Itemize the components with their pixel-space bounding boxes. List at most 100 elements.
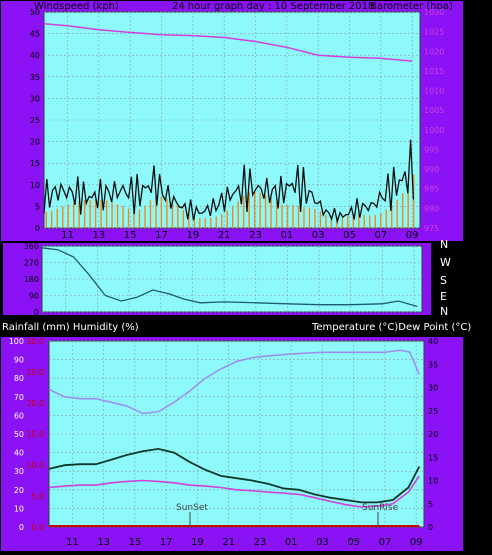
temperature-line bbox=[48, 447, 421, 504]
temp-x-tick-label: 09 bbox=[410, 537, 423, 548]
wind-gust-bar bbox=[62, 206, 64, 228]
wind-gust-bar bbox=[303, 207, 305, 228]
dew-point-line bbox=[48, 475, 420, 508]
temp-tick-label: 35 bbox=[428, 360, 438, 369]
wind-gust-bar bbox=[78, 200, 80, 228]
wind-gust-bar bbox=[171, 202, 174, 228]
chart-title: 24 hour graph day : 10 September 2018 bbox=[172, 1, 374, 12]
baro-tick-label: 995 bbox=[424, 145, 439, 154]
wind-gust-bar bbox=[193, 215, 196, 228]
wind-gust-bar bbox=[358, 213, 360, 228]
wind-gust-bar bbox=[210, 217, 212, 228]
wind-gust-bar bbox=[138, 209, 141, 228]
wind-gust-bar bbox=[396, 199, 398, 228]
temp-tick-label: 15 bbox=[428, 453, 438, 462]
baro-axis-title: Barometer (hpa) bbox=[370, 1, 453, 12]
wind-gust-bar bbox=[144, 205, 146, 228]
temp-x-tick-label: 03 bbox=[316, 537, 329, 548]
dir-label-w: W bbox=[440, 256, 451, 269]
wind-tick-label: 40 bbox=[30, 51, 40, 60]
wind-gust-bar bbox=[215, 216, 217, 228]
wind-axis-title: Windspeed (kph) bbox=[34, 1, 119, 12]
wind-tick-label: 45 bbox=[30, 30, 40, 39]
rain-tick-label: 10.0 bbox=[26, 461, 44, 470]
baro-tick-label: 1010 bbox=[424, 87, 444, 96]
temp-tick-label: 10 bbox=[428, 477, 438, 486]
temp-x-tick-label: 05 bbox=[347, 537, 360, 548]
wind-gust-bar bbox=[133, 209, 135, 228]
wind-gust-bar bbox=[248, 191, 250, 228]
wind-x-tick-label: 23 bbox=[249, 230, 262, 241]
rain-tick-label: 20.0 bbox=[26, 399, 44, 408]
wind-gust-bar bbox=[122, 206, 124, 228]
baro-tick-label: 1005 bbox=[424, 106, 444, 115]
baro-tick-label: 1000 bbox=[424, 126, 444, 135]
wind-gust-bar bbox=[111, 202, 113, 228]
wind-tick-label: 15 bbox=[30, 159, 40, 168]
wind-gust-bar bbox=[259, 192, 261, 228]
wind-gust-bar bbox=[374, 215, 376, 228]
wind-gust-bar bbox=[105, 200, 108, 228]
wind-gust-bar bbox=[72, 202, 75, 228]
rain-tick-label: 0.0 bbox=[31, 523, 44, 532]
wind-gust-bar bbox=[281, 204, 283, 228]
wind-gust-bar bbox=[160, 196, 163, 228]
dir-tick-label: 0 bbox=[34, 308, 39, 317]
temp-tick-label: 20 bbox=[428, 430, 438, 439]
wind-x-tick-label: 19 bbox=[186, 230, 199, 241]
rain-tick-label: 15.0 bbox=[26, 430, 44, 439]
wind-tick-label: 10 bbox=[30, 181, 40, 190]
wind-tick-label: 25 bbox=[30, 116, 40, 125]
wind-gust-bar bbox=[314, 208, 316, 228]
wind-tick-label: 5 bbox=[35, 202, 40, 211]
wind-gust-bar bbox=[275, 202, 278, 228]
wind-gust-bar bbox=[182, 209, 185, 228]
wind-direction-line bbox=[41, 247, 418, 308]
wind-tick-label: 50 bbox=[30, 8, 40, 17]
wind-gust-bar bbox=[100, 199, 102, 228]
wind-gust-bar bbox=[149, 200, 152, 228]
temp-tick-label: 30 bbox=[428, 384, 438, 393]
wind-tick-label: 20 bbox=[30, 138, 40, 147]
wind-gust-bar bbox=[330, 215, 333, 228]
wind-gust-bar bbox=[116, 204, 119, 228]
wind-x-tick-label: 09 bbox=[406, 230, 419, 241]
baro-tick-label: 1020 bbox=[424, 47, 444, 56]
dir-label-n-bottom: N bbox=[440, 305, 448, 318]
wind-gust-bar bbox=[199, 217, 201, 228]
humidity-tick-label: 30 bbox=[14, 467, 24, 476]
wind-gust-bar bbox=[45, 211, 47, 228]
wind-gust-bar bbox=[188, 213, 190, 228]
temp-x-tick-label: 19 bbox=[191, 537, 204, 548]
direction-grid bbox=[42, 245, 422, 313]
wind-x-tick-label: 15 bbox=[124, 230, 137, 241]
wind-gust-bar bbox=[363, 214, 365, 228]
wind-gust-bar bbox=[155, 195, 157, 228]
rain-tick-label: 30.0 bbox=[26, 337, 44, 346]
humidity-tick-label: 70 bbox=[14, 393, 24, 402]
wind-gust-bar bbox=[237, 201, 239, 228]
wind-tick-label: 0 bbox=[35, 224, 40, 233]
humidity-line bbox=[48, 349, 420, 415]
wind-gust-bar bbox=[204, 218, 206, 228]
wind-gust-bar bbox=[297, 205, 300, 228]
rain-tick-label: 5.0 bbox=[31, 492, 44, 501]
wind-gust-bar bbox=[89, 200, 91, 228]
humidity-tick-label: 80 bbox=[14, 374, 24, 383]
wind-gust-bar bbox=[270, 198, 272, 228]
wind-gust-bar bbox=[67, 204, 69, 228]
wind-x-tick-label: 21 bbox=[218, 230, 231, 241]
wind-gust-bar bbox=[407, 184, 409, 228]
wind-gust-bar bbox=[177, 205, 179, 228]
wind-tick-label: 35 bbox=[30, 73, 40, 82]
wind-gust-bar bbox=[166, 198, 168, 228]
wind-gust-bar bbox=[221, 214, 223, 228]
wind-x-tick-label: 07 bbox=[374, 230, 387, 241]
temp-x-tick-label: 15 bbox=[129, 537, 142, 548]
wind-gust-bar bbox=[83, 199, 86, 228]
sunrise-label: SunRise bbox=[362, 503, 399, 513]
wind-gust-bar bbox=[264, 195, 267, 228]
humidity-tick-label: 40 bbox=[14, 449, 24, 458]
rain-humidity-title: Rainfall (mm) Humidity (%) bbox=[2, 322, 139, 333]
